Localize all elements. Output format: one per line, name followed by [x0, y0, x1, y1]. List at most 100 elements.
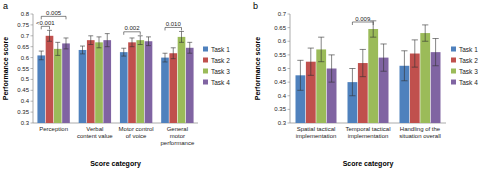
y-tick-label: 0.65 — [274, 25, 286, 31]
significance-label: 0.010 — [166, 21, 182, 27]
y-tick — [31, 14, 34, 15]
y-tick-label: 0.55 — [274, 52, 286, 58]
y-tick — [288, 82, 291, 83]
x-tick-label-line: motor — [170, 133, 185, 139]
y-tick — [31, 24, 34, 25]
bar — [95, 42, 103, 123]
error-bar — [105, 34, 110, 47]
y-tick — [31, 46, 34, 47]
error-bar — [380, 44, 386, 71]
x-tick-label-line: General — [167, 126, 188, 132]
y-tick — [288, 109, 291, 110]
significance-bracket — [124, 32, 141, 35]
y-tick — [31, 35, 34, 36]
y-tick-label: 0.4 — [21, 98, 30, 104]
legend-swatch — [203, 80, 208, 85]
error-bar — [360, 49, 366, 76]
error-bar — [171, 48, 176, 59]
y-axis — [290, 14, 291, 123]
error-bar — [97, 37, 102, 48]
bar — [420, 33, 430, 123]
legend-swatch — [203, 69, 208, 74]
bar — [54, 49, 62, 123]
figure: a0.30.350.40.450.50.550.60.650.70.750.8P… — [0, 0, 500, 172]
x-tick-label: Motor controlof voice — [119, 126, 154, 139]
x-tick-label-line: Handling of the — [400, 126, 441, 132]
legend-label: Task 4 — [459, 79, 478, 86]
bar — [136, 40, 144, 123]
legend-label: Task 1 — [459, 46, 478, 53]
y-tick-label: 0.75 — [17, 22, 29, 28]
y-tick — [31, 90, 34, 91]
y-tick — [288, 27, 291, 28]
x-tick-label-line: of voice — [126, 133, 147, 139]
y-axis — [33, 14, 34, 123]
error-bar — [179, 31, 184, 42]
error-bar — [39, 51, 44, 60]
legend-label: Task 3 — [211, 68, 230, 75]
y-tick — [288, 14, 291, 15]
x-tick-label-line: implementation — [348, 133, 389, 139]
y-tick — [31, 112, 34, 113]
y-tick — [288, 54, 291, 55]
legend-label: Task 3 — [459, 68, 478, 75]
significance-bracket — [41, 16, 66, 19]
y-tick-label: 0.7 — [278, 11, 287, 17]
y-tick — [288, 123, 291, 124]
y-tick — [31, 123, 34, 124]
bar — [145, 41, 153, 123]
panel: a0.30.350.40.450.50.550.60.650.70.750.8P… — [2, 1, 230, 168]
panel: b0.30.350.40.450.50.550.60.650.7Performa… — [253, 1, 478, 168]
error-bar — [349, 69, 355, 96]
legend-label: Task 4 — [211, 79, 230, 86]
legend-swatch — [451, 58, 456, 63]
x-tick-label-line: Spatial tactical — [297, 126, 336, 132]
y-tick — [288, 68, 291, 69]
significance-label: 0.009 — [355, 16, 371, 22]
error-bar — [121, 48, 126, 56]
y-tick-label: 0.7 — [21, 33, 30, 39]
error-bar — [432, 39, 438, 66]
error-bar — [401, 51, 407, 81]
significance-label: <0.001 — [36, 20, 55, 26]
x-tick-label: Spatial tacticalimplementation — [296, 126, 337, 139]
bar — [128, 42, 136, 123]
x-tick-label-line: Temporal tactical — [345, 126, 390, 132]
bar — [79, 50, 87, 123]
x-tick-label: Handling of thesituation overall — [399, 126, 441, 139]
significance-bracket — [41, 26, 49, 29]
error-bar — [308, 48, 314, 75]
significance-bracket — [165, 27, 182, 30]
x-tick-label-line: situation overall — [399, 133, 441, 139]
x-tick-label-line: implementation — [296, 133, 337, 139]
y-tick-label: 0.3 — [21, 120, 30, 126]
bar — [37, 55, 45, 123]
error-bar — [328, 55, 334, 82]
error-bar — [88, 36, 93, 45]
y-tick-label: 0.45 — [17, 87, 29, 93]
y-tick-label: 0.5 — [21, 76, 30, 82]
bar — [46, 36, 54, 123]
y-tick-label: 0.35 — [274, 106, 286, 112]
error-bar — [187, 42, 192, 53]
x-tick-label: Generalmotorperformance — [161, 126, 195, 146]
y-tick — [288, 95, 291, 96]
error-bar — [163, 53, 168, 62]
y-tick-label: 0.65 — [17, 44, 29, 50]
bar — [178, 37, 186, 123]
bars — [37, 30, 193, 123]
legend-swatch — [451, 69, 456, 74]
bar — [120, 52, 128, 123]
error-bar — [318, 37, 324, 62]
x-tick-label: Temporal tacticalimplementation — [345, 126, 390, 139]
error-bar — [297, 60, 303, 90]
y-tick — [31, 101, 34, 102]
y-tick-label: 0.35 — [17, 109, 29, 115]
error-bar — [64, 38, 69, 49]
x-axis-label: Score category — [343, 160, 394, 168]
bar — [169, 53, 177, 123]
bar — [368, 29, 378, 123]
legend-swatch — [203, 58, 208, 63]
bar — [103, 40, 111, 123]
error-bar — [80, 46, 85, 54]
